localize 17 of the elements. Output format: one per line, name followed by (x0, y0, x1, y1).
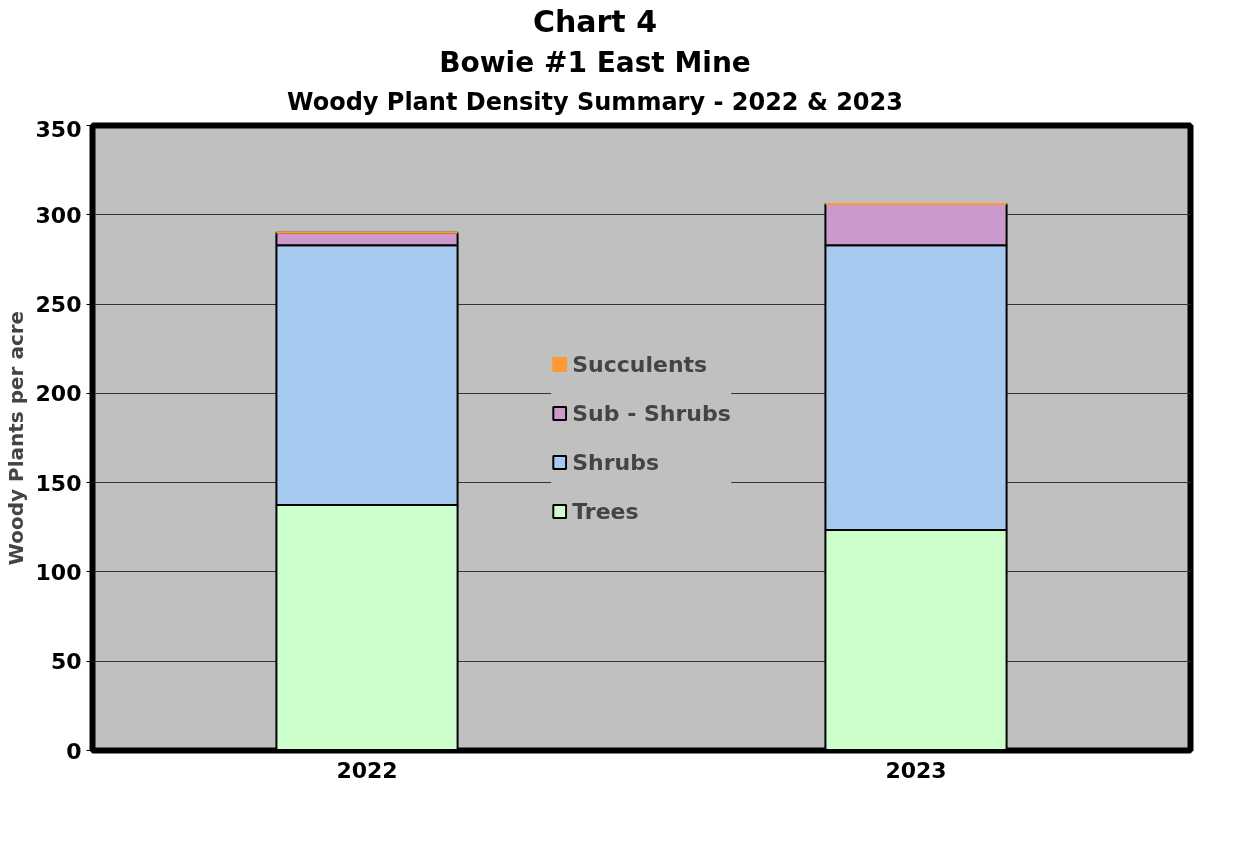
x-tick-label: 2023 (885, 757, 947, 783)
x-tick-label: 2022 (336, 757, 398, 783)
y-tick-label: 200 (35, 381, 82, 407)
y-tick-label: 50 (50, 649, 82, 675)
legend-label: Shrubs (572, 449, 660, 475)
y-axis-title: Woody Plants per acre (3, 311, 28, 566)
legend-label: Succulents (572, 351, 708, 377)
legend-label: Trees (572, 498, 639, 524)
legend-label: Sub - Shrubs (572, 400, 731, 426)
y-tick-label: 250 (35, 292, 82, 318)
y-tick-label: 100 (35, 560, 82, 586)
y-tick-label: 300 (35, 202, 82, 228)
chart-subtitle: Bowie #1 East Mine Woody Plant Density Summary - 2022 & 2023 (287, 46, 903, 116)
chart-title: Chart 4 (532, 4, 658, 39)
y-tick-label: 150 (35, 470, 82, 496)
y-tick-label: 0 (66, 738, 82, 764)
y-tick-label: 350 (35, 116, 82, 142)
